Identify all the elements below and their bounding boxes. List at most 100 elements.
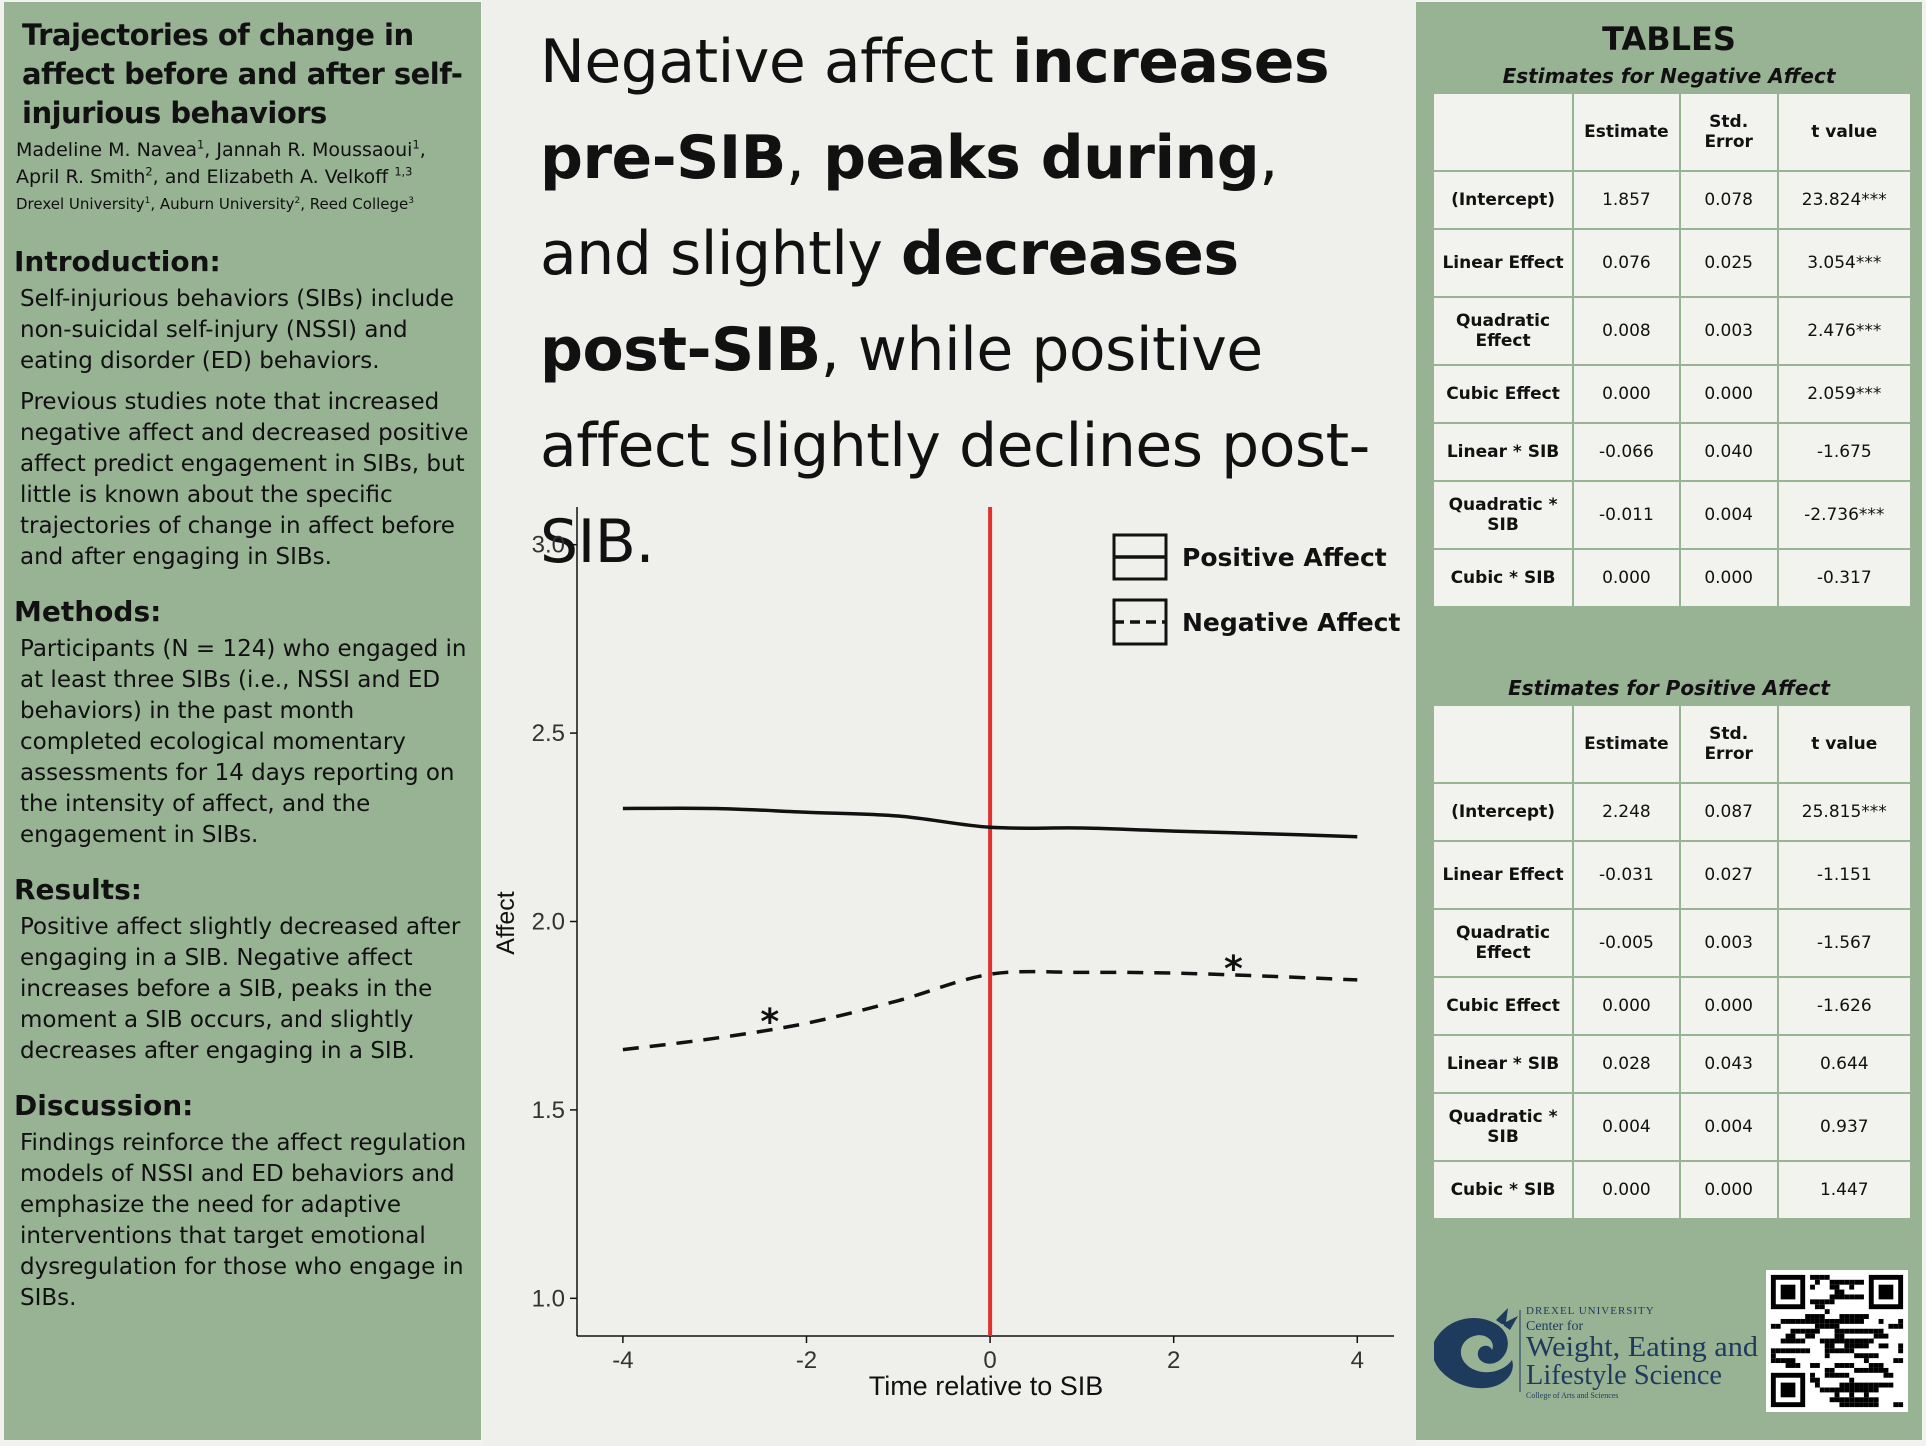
table-header-row: Estimate Std. Error t value xyxy=(1431,92,1913,172)
qr-module xyxy=(1898,1358,1904,1364)
qr-module xyxy=(1859,1318,1864,1324)
legend-label: Positive Affect xyxy=(1182,543,1387,572)
qr-module xyxy=(1780,1348,1786,1354)
qr-module xyxy=(1829,1284,1835,1290)
qr-module xyxy=(1878,1382,1884,1388)
qr-module xyxy=(1888,1372,1894,1378)
qr-module xyxy=(1805,1328,1811,1334)
qr-module xyxy=(1893,1402,1899,1408)
table-cell: -1.626 xyxy=(1776,976,1913,1036)
qr-module xyxy=(1785,1358,1791,1364)
x-tick-label: 0 xyxy=(983,1347,996,1374)
table-cell: -0.031 xyxy=(1572,840,1681,910)
qr-module xyxy=(1854,1367,1860,1373)
results-paragraph: Positive affect slightly decreased after… xyxy=(20,914,461,1064)
table-header-cell xyxy=(1431,704,1575,784)
qr-module xyxy=(1829,1348,1835,1354)
qr-module xyxy=(1810,1314,1815,1319)
qr-module xyxy=(1829,1397,1835,1403)
qr-module xyxy=(1800,1348,1806,1354)
qr-module xyxy=(1844,1343,1850,1349)
table-cell: 0.000 xyxy=(1572,548,1681,608)
qr-module xyxy=(1893,1358,1899,1364)
qr-module xyxy=(1873,1363,1879,1368)
table-cell: 0.644 xyxy=(1776,1034,1913,1094)
authors-line-1: Madeline M. Navea1, Jannah R. Moussaoui1… xyxy=(16,137,471,164)
qr-module xyxy=(1829,1343,1835,1349)
qr-module xyxy=(1873,1382,1879,1388)
qr-module xyxy=(1795,1338,1801,1344)
table-cell: 25.815*** xyxy=(1776,782,1913,842)
qr-module xyxy=(1824,1372,1830,1378)
qr-module xyxy=(1859,1294,1864,1300)
positive-affect-line xyxy=(622,806,1358,839)
legend-item: Positive Affect xyxy=(1112,533,1387,581)
qr-module xyxy=(1834,1392,1840,1398)
table-cell: 0.004 xyxy=(1572,1092,1681,1162)
table-header-cell: Estimate xyxy=(1572,704,1681,784)
row-label: Quadratic Effect xyxy=(1431,908,1575,978)
affiliations: Drexel University1, Auburn University2, … xyxy=(16,191,471,217)
qr-module xyxy=(1859,1338,1864,1344)
row-label: Linear * SIB xyxy=(1431,1034,1575,1094)
qr-module xyxy=(1854,1397,1860,1403)
table-row: Linear Effect 0.076 0.025 3.054*** xyxy=(1431,228,1913,298)
qr-module xyxy=(1859,1402,1864,1408)
qr-module xyxy=(1810,1372,1815,1378)
qr-module xyxy=(1849,1392,1855,1398)
qr-module xyxy=(1873,1353,1879,1359)
qr-module xyxy=(1863,1343,1869,1349)
qr-module xyxy=(1844,1372,1850,1378)
table-cell: 0.043 xyxy=(1678,1034,1779,1094)
qr-module xyxy=(1849,1314,1855,1319)
qr-module xyxy=(1898,1348,1904,1354)
qr-module xyxy=(1785,1348,1791,1354)
qr-module xyxy=(1844,1402,1850,1408)
author-sup: 1 xyxy=(197,137,205,152)
qr-module xyxy=(1844,1363,1850,1368)
qr-module xyxy=(1795,1328,1801,1334)
qr-module xyxy=(1810,1333,1815,1339)
table-cell: 2.248 xyxy=(1572,782,1681,842)
table-cell: 0.004 xyxy=(1678,480,1779,550)
qr-module xyxy=(1839,1279,1845,1285)
qr-module xyxy=(1863,1314,1869,1319)
negative-table-caption: Estimates for Negative Affect xyxy=(1502,64,1836,88)
affil-sup: 2 xyxy=(294,196,301,206)
qr-module xyxy=(1878,1363,1884,1368)
logo-line-5: College of Arts and Sciences xyxy=(1526,1391,1618,1400)
qr-module xyxy=(1814,1382,1820,1388)
table-cell: 1.857 xyxy=(1572,170,1681,230)
qr-module xyxy=(1878,1333,1884,1339)
y-axis-label: Affect xyxy=(492,891,520,955)
qr-module xyxy=(1810,1284,1815,1290)
qr-module xyxy=(1839,1328,1845,1334)
qr-module xyxy=(1829,1367,1835,1373)
qr-module xyxy=(1829,1372,1835,1378)
x-tick-label: 4 xyxy=(1351,1347,1364,1374)
headline-bold: increases pre-SIB xyxy=(540,27,1330,193)
qr-module xyxy=(1800,1338,1806,1344)
qr-module xyxy=(1839,1333,1845,1339)
qr-module xyxy=(1839,1372,1845,1378)
qr-module xyxy=(1844,1294,1850,1300)
positive-table-caption: Estimates for Positive Affect xyxy=(1508,676,1830,700)
dragon-icon xyxy=(1434,1308,1518,1389)
qr-module xyxy=(1868,1338,1874,1344)
qr-module xyxy=(1863,1353,1869,1359)
qr-module xyxy=(1775,1323,1781,1329)
qr-module xyxy=(1829,1318,1835,1324)
qr-module xyxy=(1898,1402,1904,1408)
qr-module xyxy=(1785,1333,1791,1339)
qr-code[interactable] xyxy=(1766,1270,1908,1412)
qr-module xyxy=(1814,1304,1820,1310)
qr-module xyxy=(1795,1363,1801,1368)
qr-module xyxy=(1824,1323,1830,1329)
qr-module xyxy=(1814,1323,1820,1329)
qr-module xyxy=(1824,1367,1830,1373)
qr-module xyxy=(1844,1318,1850,1324)
qr-module xyxy=(1780,1338,1786,1344)
author-sup: 1,3 xyxy=(394,164,413,179)
qr-module xyxy=(1878,1318,1884,1324)
table-cell: -1.151 xyxy=(1776,840,1913,910)
